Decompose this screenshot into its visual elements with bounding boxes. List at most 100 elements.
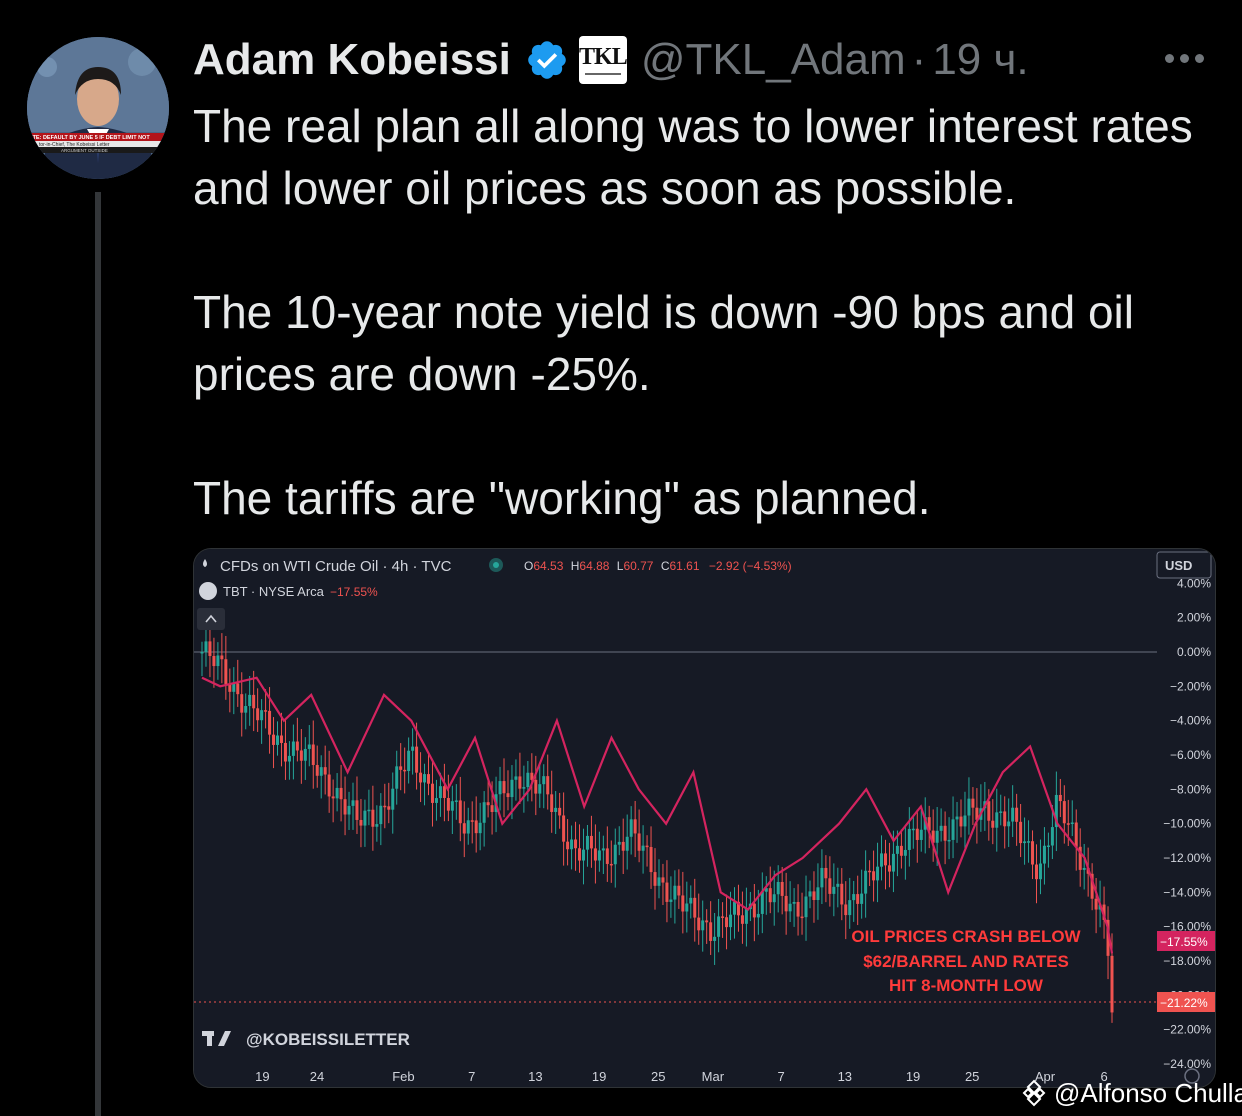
candle-body	[907, 828, 911, 850]
verified-badge-icon[interactable]	[525, 38, 569, 82]
candle-body	[872, 871, 876, 881]
author-handle[interactable]: @TKL_Adam	[640, 35, 906, 84]
candle-body	[1034, 864, 1038, 880]
candle-body	[315, 764, 319, 776]
candle-body	[1050, 827, 1054, 846]
candle-body	[1054, 794, 1058, 828]
candle-body	[860, 893, 864, 904]
tweet-text: The real plan all along was to lower int…	[193, 95, 1203, 529]
candle-body	[645, 845, 649, 848]
candle-body	[959, 816, 963, 827]
legend-main: CFDs on WTI Crude Oil · 4h · TVC	[220, 558, 452, 575]
candle-body	[395, 766, 399, 789]
candle-body	[653, 872, 657, 886]
more-options-icon[interactable]	[1165, 38, 1213, 78]
collapse-legend-button[interactable]	[197, 608, 225, 630]
candle-body	[864, 870, 868, 894]
candle-body	[760, 891, 764, 914]
candle-body	[1110, 955, 1114, 1013]
candle-body	[697, 917, 701, 931]
candle-body	[268, 710, 272, 735]
y-tick-label: 4.00%	[1177, 576, 1211, 590]
chevron-up-icon	[205, 614, 217, 623]
candle-body	[736, 901, 740, 916]
candle-body	[991, 820, 995, 828]
candle-body	[1070, 822, 1074, 825]
candle-body	[681, 895, 685, 912]
candle-body	[617, 841, 621, 845]
candle-body	[693, 897, 697, 918]
brand-handle: @KOBEISSILETTER	[246, 1030, 410, 1049]
candle-body	[625, 836, 629, 851]
candle-body	[852, 894, 856, 901]
candle-body	[244, 706, 248, 713]
candle-body	[629, 819, 633, 837]
candle-body	[216, 655, 220, 667]
x-tick-label: Feb	[392, 1069, 414, 1084]
candle-body	[601, 848, 605, 851]
tweet-timestamp[interactable]: 19 ч.	[932, 35, 1029, 84]
candle-body	[264, 710, 268, 712]
candle-body	[868, 870, 872, 873]
candle-body	[856, 894, 860, 904]
x-tick-label: 24	[310, 1069, 324, 1084]
candle-body	[669, 899, 673, 902]
candle-body	[883, 853, 887, 866]
candle-body	[446, 797, 450, 811]
candle-body	[542, 776, 546, 785]
author-avatar[interactable]: ATE: DEFAULT BY JUNE 5 IF DEBT LIMIT NOT…	[27, 37, 169, 179]
settings-gear-icon[interactable]	[1184, 1068, 1200, 1084]
candle-body	[975, 807, 979, 820]
y-tick-label: −22.00%	[1163, 1023, 1211, 1037]
candle-body	[1090, 873, 1094, 899]
candle-body	[621, 841, 625, 851]
candle-body	[212, 655, 216, 667]
y-tick-label: −8.00%	[1170, 782, 1211, 796]
candle-body	[661, 877, 665, 883]
affiliate-badge[interactable]: TKL	[578, 36, 628, 84]
candle-body	[995, 812, 999, 828]
candle-body	[566, 841, 570, 850]
candle-body	[828, 878, 832, 894]
candle-body	[287, 755, 291, 762]
candle-body	[514, 776, 518, 780]
candle-body	[490, 805, 494, 812]
y-tick-label: 0.00%	[1177, 645, 1211, 659]
candle-body	[506, 793, 510, 798]
candle-body	[820, 867, 824, 888]
currency-button[interactable]	[1156, 551, 1212, 579]
candle-body	[999, 811, 1003, 813]
candle-body	[887, 865, 891, 872]
candle-body	[633, 819, 637, 834]
candle-body	[1003, 811, 1007, 827]
candle-body	[685, 903, 689, 912]
x-tick-label: 19	[592, 1069, 606, 1084]
candle-body	[971, 798, 975, 808]
candle-body	[1038, 863, 1042, 880]
candle-body	[462, 823, 466, 834]
candle-body	[756, 913, 760, 918]
candle-body	[955, 816, 959, 820]
author-name[interactable]: Adam Kobeissi	[193, 35, 511, 84]
candle-body	[800, 916, 804, 919]
candle-body	[1027, 841, 1031, 843]
candle-body	[740, 915, 744, 924]
candle-body	[721, 916, 725, 918]
tweet-paragraph: The tariffs are "working" as planned.	[193, 472, 931, 524]
candle-body	[530, 772, 534, 780]
candle-body	[585, 835, 589, 850]
candle-body	[848, 900, 852, 916]
oil-value-badge	[1157, 992, 1215, 1012]
affiliate-badge-text: TKL	[579, 44, 628, 70]
chart-image[interactable]: 4.00% 2.00% 0.00% −2.00% −4.00% −6.00% −8.00% −…	[193, 548, 1216, 1088]
candle-body	[311, 744, 315, 765]
candle-body	[713, 936, 717, 941]
y-tick-label: −12.00%	[1163, 851, 1211, 865]
candle-body	[558, 807, 562, 816]
candle-body	[581, 849, 585, 861]
candle-body	[478, 822, 482, 834]
candle-body	[840, 883, 844, 905]
legend-second: TBT · NYSE Arca	[223, 584, 325, 599]
candle-body	[430, 783, 434, 803]
candle-body	[415, 746, 419, 773]
